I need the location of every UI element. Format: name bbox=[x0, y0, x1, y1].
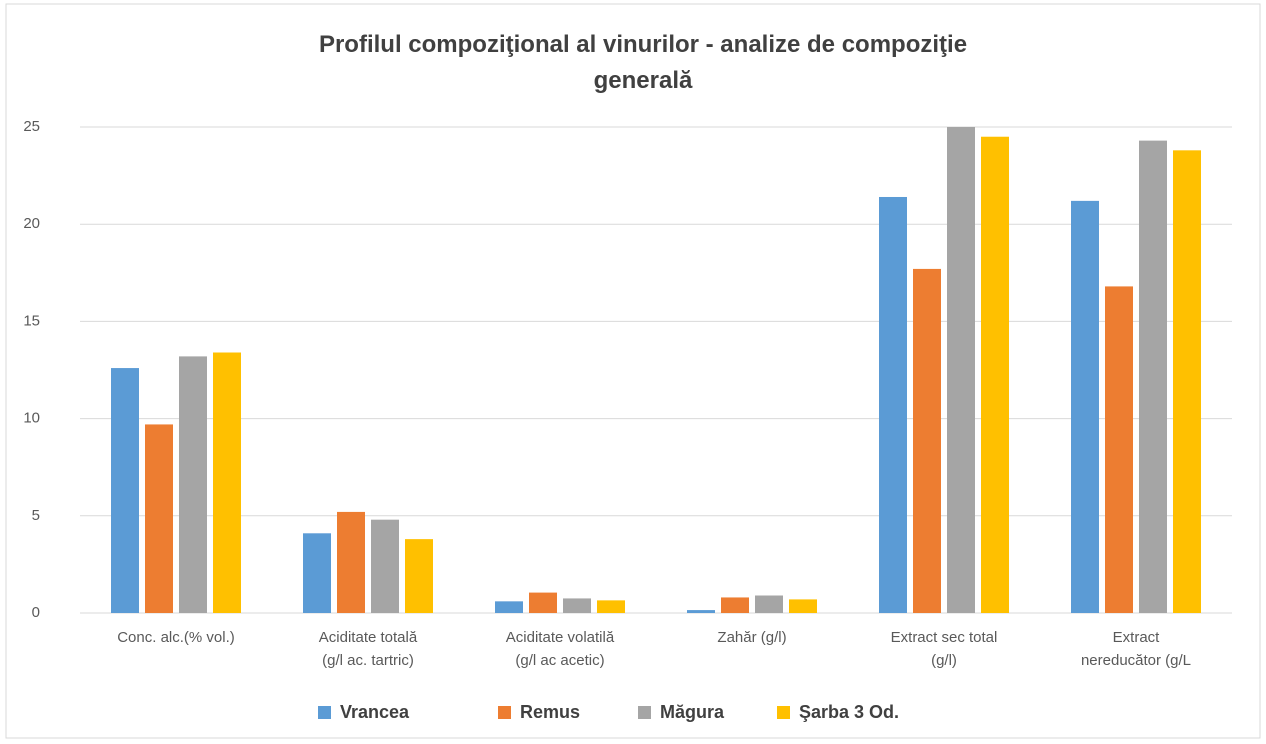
bar bbox=[981, 136, 1009, 613]
bar bbox=[879, 196, 907, 613]
bar bbox=[145, 424, 173, 613]
bar bbox=[789, 599, 817, 613]
bar bbox=[529, 592, 557, 613]
bar bbox=[337, 511, 365, 613]
y-tick-label: 20 bbox=[23, 215, 40, 232]
x-tick-label: Extract sec total (g/l) bbox=[891, 629, 998, 669]
bar bbox=[597, 600, 625, 613]
x-tick-label: Conc. alc.(% vol.) bbox=[117, 629, 235, 646]
legend-label: Şarba 3 Od. bbox=[799, 702, 899, 722]
legend-label: Remus bbox=[520, 702, 580, 722]
chart-title: Profilul compoziţional al vinurilor - an… bbox=[319, 31, 967, 94]
bar bbox=[405, 539, 433, 613]
legend-swatch bbox=[638, 706, 651, 719]
bar bbox=[179, 356, 207, 613]
legend-label: Vrancea bbox=[340, 702, 410, 722]
bar bbox=[371, 519, 399, 613]
bar bbox=[721, 597, 749, 613]
bar bbox=[1139, 140, 1167, 613]
x-tick-label: Aciditate volatilă (g/l ac acetic) bbox=[506, 629, 615, 669]
x-tick-label: Zahăr (g/l) bbox=[717, 629, 786, 646]
bar bbox=[947, 127, 975, 613]
bar bbox=[303, 533, 331, 613]
legend-swatch bbox=[777, 706, 790, 719]
bar bbox=[755, 595, 783, 613]
y-tick-label: 5 bbox=[32, 507, 40, 524]
y-tick-label: 25 bbox=[23, 118, 40, 135]
x-tick-label: Extract nereducător (g/L bbox=[1081, 629, 1191, 669]
y-tick-label: 0 bbox=[32, 604, 40, 621]
bar bbox=[913, 268, 941, 613]
bar bbox=[495, 601, 523, 613]
bar bbox=[687, 610, 715, 613]
bar bbox=[213, 352, 241, 613]
bar bbox=[1071, 200, 1099, 613]
bar bbox=[111, 368, 139, 613]
bar bbox=[1105, 286, 1133, 613]
bar bbox=[1173, 150, 1201, 613]
x-tick-label: Aciditate totală (g/l ac. tartric) bbox=[319, 629, 418, 669]
legend-swatch bbox=[318, 706, 331, 719]
y-tick-label: 10 bbox=[23, 410, 40, 427]
legend-label: Măgura bbox=[660, 702, 725, 722]
y-tick-label: 15 bbox=[23, 312, 40, 329]
legend-swatch bbox=[498, 706, 511, 719]
bar bbox=[563, 598, 591, 613]
